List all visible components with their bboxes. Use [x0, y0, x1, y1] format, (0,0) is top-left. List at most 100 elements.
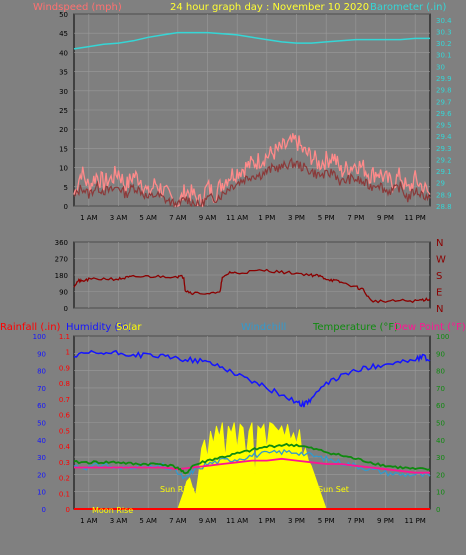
windspeed-tick-label: 30: [59, 88, 68, 96]
solar-axis-title: Solar: [116, 322, 142, 333]
windspeed-tick-label: 0: [64, 203, 68, 211]
time-tick-label: 9 AM: [199, 214, 217, 222]
rainfall-tick-label: 0.2: [59, 475, 70, 483]
time-tick-label: 11 PM: [404, 214, 425, 222]
wind-grid: [74, 13, 430, 207]
barometer-axis-title: Barometer (.in): [370, 2, 446, 13]
barometer-tick-label: 30.2: [436, 40, 452, 48]
compass-tick-label: W: [436, 255, 446, 266]
humidity-tick-label: 30: [37, 454, 46, 462]
barometer-tick-label: 29.4: [436, 133, 452, 141]
rainfall-tick-label: 0.1: [59, 490, 70, 498]
windspeed-tick-label: 40: [59, 49, 68, 57]
windspeed-tick-label: 45: [59, 30, 68, 38]
compass-tick-label: N: [436, 238, 443, 249]
barometer-line: [73, 31, 430, 50]
rainfall-tick-label: 0.7: [59, 396, 70, 404]
direction-degree-ticks: 0 90 180 270 360: [55, 239, 68, 313]
time-tick-label: 1 PM: [258, 214, 275, 222]
barometer-tick-label: 30.3: [436, 28, 452, 36]
windchill-axis-title: Windchill: [241, 322, 286, 333]
time-tick-label: 7 PM: [347, 214, 364, 222]
temperature-tick-label: 40: [436, 437, 445, 445]
rainfall-axis-title: Rainfall (.in): [0, 322, 61, 333]
humidity-tick-label: 60: [37, 402, 46, 410]
temperature-tick-label: 20: [436, 471, 445, 479]
windspeed-tick-label: 10: [59, 165, 68, 173]
rainfall-tick-label: 0.4: [59, 443, 71, 451]
time-tick-label: 7 PM: [347, 517, 364, 525]
compass-tick-label: N: [436, 304, 443, 315]
time-tick-label: 11 AM: [226, 214, 248, 222]
rainfall-tick-label: 0: [66, 506, 70, 514]
time-tick-label: 5 PM: [318, 214, 335, 222]
time-tick-label: 11 PM: [404, 517, 425, 525]
time-tick-label: 3 AM: [110, 517, 128, 525]
wind-average-line: [73, 157, 431, 209]
time-tick-label: 5 AM: [139, 517, 157, 525]
windchill-line: [73, 448, 431, 480]
temperature-tick-label: 0: [436, 506, 440, 514]
dewpoint-line: [74, 457, 430, 474]
humidity-tick-label: 80: [37, 368, 46, 376]
direction-tick-label: 90: [59, 289, 68, 297]
wind-gust-line: [73, 133, 431, 208]
compass-tick-label: E: [436, 288, 442, 299]
temperature-tick-label: 60: [436, 402, 445, 410]
time-tick-label: 7 AM: [169, 517, 187, 525]
barometer-tick-label: 29.8: [436, 87, 452, 95]
wind-direction-line: [73, 268, 431, 304]
temperature-tick-label: 30: [436, 454, 445, 462]
humidity-tick-label: 50: [37, 420, 46, 428]
temperature-axis-title: Temperature (°F): [312, 322, 398, 333]
rainfall-tick-label: 0.9: [59, 364, 70, 372]
barometer-tick-label: 29: [436, 180, 445, 188]
sun-rise-label: Sun Rise: [160, 485, 195, 494]
humidity-tick-label: 20: [37, 471, 46, 479]
time-tick-label: 1 AM: [80, 214, 98, 222]
windspeed-tick-label: 25: [59, 107, 68, 115]
humidity-tick-label: 40: [37, 437, 46, 445]
time-tick-label: 1 AM: [80, 517, 98, 525]
time-tick-label: 9 PM: [377, 214, 394, 222]
rainfall-tick-label: 0.5: [59, 427, 70, 435]
barometer-tick-label: 29.2: [436, 156, 452, 164]
barometer-tick-label: 29.7: [436, 98, 452, 106]
time-tick-label: 9 PM: [377, 517, 394, 525]
time-tick-label: 1 PM: [258, 517, 275, 525]
humidity-tick-label: 70: [37, 385, 46, 393]
windspeed-axis-title: Windspeed (mph): [33, 2, 122, 13]
humidity-tick-label: 90: [37, 350, 46, 358]
time-axis-ticks-top: 1 AM 3 AM 5 AM 7 AM 9 AM 11 AM 1 PM 3 PM 5 PM 7 P…: [80, 214, 426, 222]
barometer-tick-label: 30.4: [436, 17, 452, 25]
direction-tick-label: 180: [55, 272, 68, 280]
humidity-axis-title: Humidity (%): [66, 322, 132, 333]
time-axis-ticks-bottom: 1 AM 3 AM 5 AM 7 AM 9 AM 11 AM 1 PM 3 PM 5 PM 7 P…: [80, 517, 426, 525]
humidity-tick-label: 10: [37, 489, 46, 497]
humidity-tick-label: 0: [42, 506, 46, 514]
barometer-tick-label: 29.6: [436, 110, 452, 118]
time-tick-label: 7 AM: [169, 214, 187, 222]
rainfall-axis-ticks: 0 0.1 0.2 0.3 0.4 0.5 0.6 0.7 0.8 0.9 1 1.1: [59, 333, 71, 514]
rainfall-tick-label: 1.1: [59, 333, 70, 341]
barometer-tick-label: 29.1: [436, 168, 452, 176]
dewpoint-axis-title: Dew Point (°F): [394, 322, 466, 333]
rainfall-tick-label: 1: [66, 349, 70, 357]
humidity-line: [73, 349, 431, 408]
barometer-tick-label: 30.1: [436, 52, 452, 60]
direction-tick-label: 360: [55, 239, 68, 247]
sun-set-label: Sun Set: [318, 485, 349, 494]
chart-title: 24 hour graph day : November 10 2020: [170, 2, 369, 13]
time-tick-label: 3 PM: [288, 517, 305, 525]
barometer-axis-ticks: 28.8 28.9 29 29.1 29.2 29.3 29.4 29.5 29.6 29.7 29…: [436, 17, 452, 211]
time-tick-label: 11 AM: [226, 517, 248, 525]
temperature-axis-ticks: 0 10 20 30 40 50 60 70 80 90 100: [436, 333, 449, 514]
time-tick-label: 5 AM: [139, 214, 157, 222]
time-tick-label: 9 AM: [199, 517, 217, 525]
temperature-tick-label: 100: [436, 333, 449, 341]
barometer-tick-label: 29.3: [436, 145, 452, 153]
temperature-line: [73, 442, 431, 475]
temperature-tick-label: 70: [436, 385, 445, 393]
direction-tick-label: 0: [64, 305, 68, 313]
barometer-tick-label: 29.9: [436, 75, 452, 83]
